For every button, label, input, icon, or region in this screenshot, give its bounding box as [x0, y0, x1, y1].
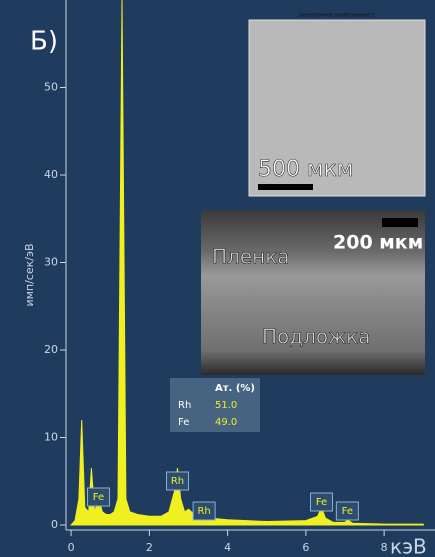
table-cell: Rh	[178, 400, 191, 411]
y-tick-label: 10	[44, 431, 58, 444]
film-label: Пленка	[212, 245, 290, 269]
table-bg	[170, 378, 260, 432]
peak-label-box	[192, 501, 216, 521]
scale-bar	[382, 218, 418, 227]
y-tick-label: 0	[51, 518, 58, 531]
table-cell: 51.0	[215, 400, 237, 411]
inset-title: Электронное изображение 1	[299, 13, 375, 19]
peak-label: Fe	[93, 492, 104, 503]
y-tick-label: 30	[44, 256, 58, 269]
y-tick-label: 40	[44, 168, 58, 181]
peak-label-box	[166, 471, 190, 491]
peak-label-box	[335, 501, 359, 521]
x-tick-label: 4	[224, 541, 231, 554]
x-tick-label: 6	[302, 541, 309, 554]
inset-bottom: 200 мкм Пленка Подложка	[201, 210, 425, 375]
table-cell: 49.0	[215, 417, 237, 428]
peak-label: Rh	[197, 506, 210, 517]
peak-label: Rh	[171, 476, 184, 487]
y-tick-label: 50	[44, 81, 58, 94]
x-tick-label: 2	[146, 541, 153, 554]
result-table: Ат. (%) Rh 51.0 Fe 49.0	[170, 378, 260, 432]
peak-label-box	[86, 487, 110, 507]
table-cell: Fe	[178, 417, 189, 428]
x-axis-label: кэВ	[390, 535, 427, 557]
x-tick-label: 0	[68, 541, 75, 554]
y-axis-label: имп/сек/эВ	[23, 243, 36, 306]
inset-image	[248, 19, 426, 197]
y-tick-label: 20	[44, 343, 58, 356]
peak-label: Fe	[316, 497, 327, 508]
peak-label: Fe	[342, 506, 353, 517]
inset-scale: 200 мкм	[333, 232, 423, 254]
peak-label-box	[310, 492, 334, 512]
plot: 0 10 20 30 40 50 0 2 4 6 8 Fe Rh Rh Fe Fe	[44, 0, 424, 554]
substrate-label: Подложка	[262, 325, 370, 349]
scale-bar	[258, 184, 313, 190]
table-header: Ат. (%)	[215, 383, 255, 394]
inset-top: Электронное изображение 1 500 мкм	[248, 13, 426, 197]
panel-label: Б)	[30, 27, 58, 57]
inset-image	[201, 210, 425, 375]
x-tick-label: 8	[381, 541, 388, 554]
inset-scale: 500 мкм	[258, 157, 353, 182]
